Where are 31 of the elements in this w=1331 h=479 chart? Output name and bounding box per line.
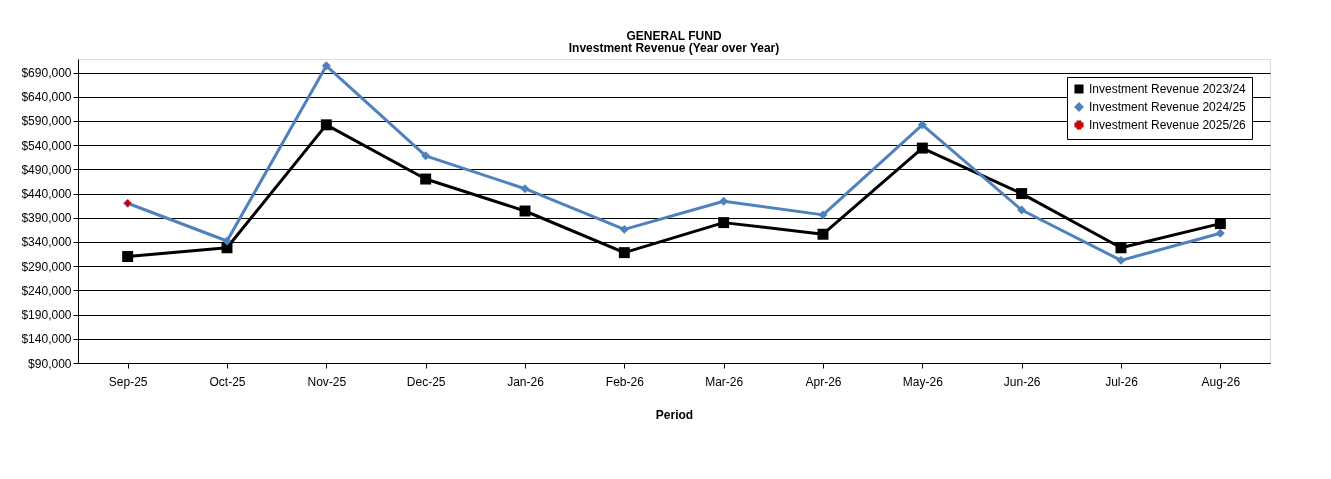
x-tick-label: Mar-26 xyxy=(705,374,744,389)
y-tick-label: $690,000 xyxy=(21,66,72,81)
y-tick-label: $90,000 xyxy=(28,356,72,371)
y-tick-label: $240,000 xyxy=(21,283,72,298)
y-tick-label: $140,000 xyxy=(21,332,72,347)
x-tick-label: Oct-25 xyxy=(209,374,246,389)
x-tick-label: Feb-26 xyxy=(605,374,645,389)
y-tick-label: $340,000 xyxy=(21,235,72,250)
x-tick-label: Aug-26 xyxy=(1201,374,1241,389)
chart-title: GENERAL FUND xyxy=(626,29,722,43)
y-tick-label: $640,000 xyxy=(21,90,72,105)
x-tick-label: Jul-26 xyxy=(1105,374,1139,389)
y-tick-label: $490,000 xyxy=(21,162,72,177)
x-tick-label: May-26 xyxy=(902,374,944,389)
y-tick-label: $440,000 xyxy=(21,187,72,202)
x-axis-title: Period xyxy=(655,407,694,422)
x-tick-label: Sep-25 xyxy=(108,374,148,389)
legend-label: Investment Revenue 2024/25 xyxy=(1089,100,1247,114)
legend-label: Investment Revenue 2025/26 xyxy=(1089,118,1247,132)
x-tick-label: Jun-26 xyxy=(1003,374,1041,389)
legend-label: Investment Revenue 2023/24 xyxy=(1089,82,1247,96)
x-tick-label: Dec-25 xyxy=(406,374,446,389)
chart-subtitle: Investment Revenue (Year over Year) xyxy=(568,41,780,55)
y-tick-label: $190,000 xyxy=(21,308,72,323)
x-tick-label: Nov-25 xyxy=(307,374,347,389)
x-tick-label: Apr-26 xyxy=(805,374,842,389)
y-tick-label: $290,000 xyxy=(21,259,72,274)
y-tick-label: $540,000 xyxy=(21,138,72,153)
y-tick-label: $590,000 xyxy=(21,114,72,129)
x-tick-label: Jan-26 xyxy=(507,374,545,389)
y-tick-label: $390,000 xyxy=(21,211,72,226)
